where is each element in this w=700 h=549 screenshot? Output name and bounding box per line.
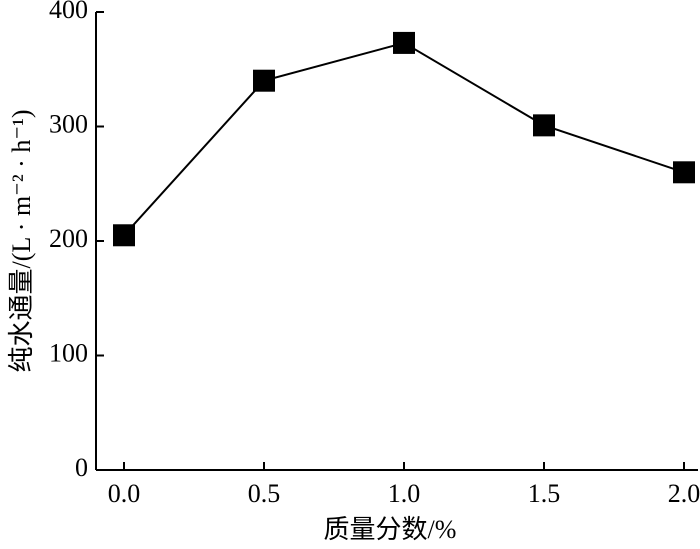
x-tick-label: 2.0 [668,479,700,508]
y-tick-label: 0 [75,453,88,482]
marker [253,69,275,92]
y-tick-label: 400 [49,0,88,24]
marker [533,114,555,137]
y-tick-label: 100 [49,338,88,367]
x-tick-label: 0.0 [108,479,141,508]
y-axis-label: 纯水通量/(L · m⁻² · h⁻¹) [7,109,36,372]
y-tick-label: 200 [49,224,88,253]
marker [673,161,695,184]
marker [393,31,415,54]
series-line [123,41,685,236]
x-tick-label: 1.0 [388,479,421,508]
x-tick-label: 1.5 [528,479,561,508]
x-tick-label: 0.5 [248,479,281,508]
marker [113,224,135,247]
x-axis-label: 质量分数/% [324,515,457,544]
y-tick-label: 300 [49,109,88,138]
